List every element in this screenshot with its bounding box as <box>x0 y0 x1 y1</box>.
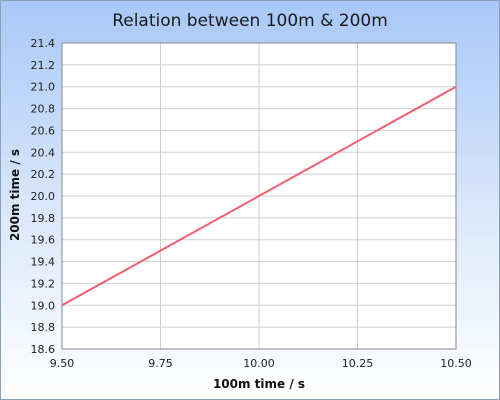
x-tick-label: 9.75 <box>148 357 173 370</box>
y-tick-label: 21.4 <box>31 37 56 50</box>
y-tick-label: 19.8 <box>31 212 56 225</box>
y-tick-label: 19.6 <box>31 234 56 247</box>
y-tick-label: 19.2 <box>31 277 56 290</box>
y-tick-label: 18.6 <box>31 343 56 356</box>
x-tick-label: 9.50 <box>50 357 75 370</box>
y-tick-label: 21.0 <box>31 81 56 94</box>
y-tick-label: 19.0 <box>31 299 56 312</box>
x-tick-label: 10.00 <box>243 357 275 370</box>
y-tick-label: 20.2 <box>31 168 56 181</box>
y-tick-label: 18.8 <box>31 321 56 334</box>
x-tick-label: 10.50 <box>440 357 472 370</box>
x-tick-label: 10.25 <box>342 357 374 370</box>
y-tick-label: 19.4 <box>31 256 56 269</box>
plot-border <box>61 42 457 350</box>
y-axis-label: 200m time / s <box>8 149 22 241</box>
y-tick-label: 20.0 <box>31 190 56 203</box>
y-tick-label: 20.8 <box>31 103 56 116</box>
chart-title: Relation between 100m & 200m <box>112 11 388 31</box>
y-tick-label: 20.6 <box>31 124 56 137</box>
x-axis-label: 100m time / s <box>213 377 305 391</box>
series-line <box>61 85 457 307</box>
plot-area: 18.6 18.8 19.0 19.2 19.4 19.6 19.8 20.0 20.2 20.4… <box>31 37 472 370</box>
y-tick-label: 20.4 <box>31 146 56 159</box>
y-tick-label: 21.2 <box>31 59 56 72</box>
